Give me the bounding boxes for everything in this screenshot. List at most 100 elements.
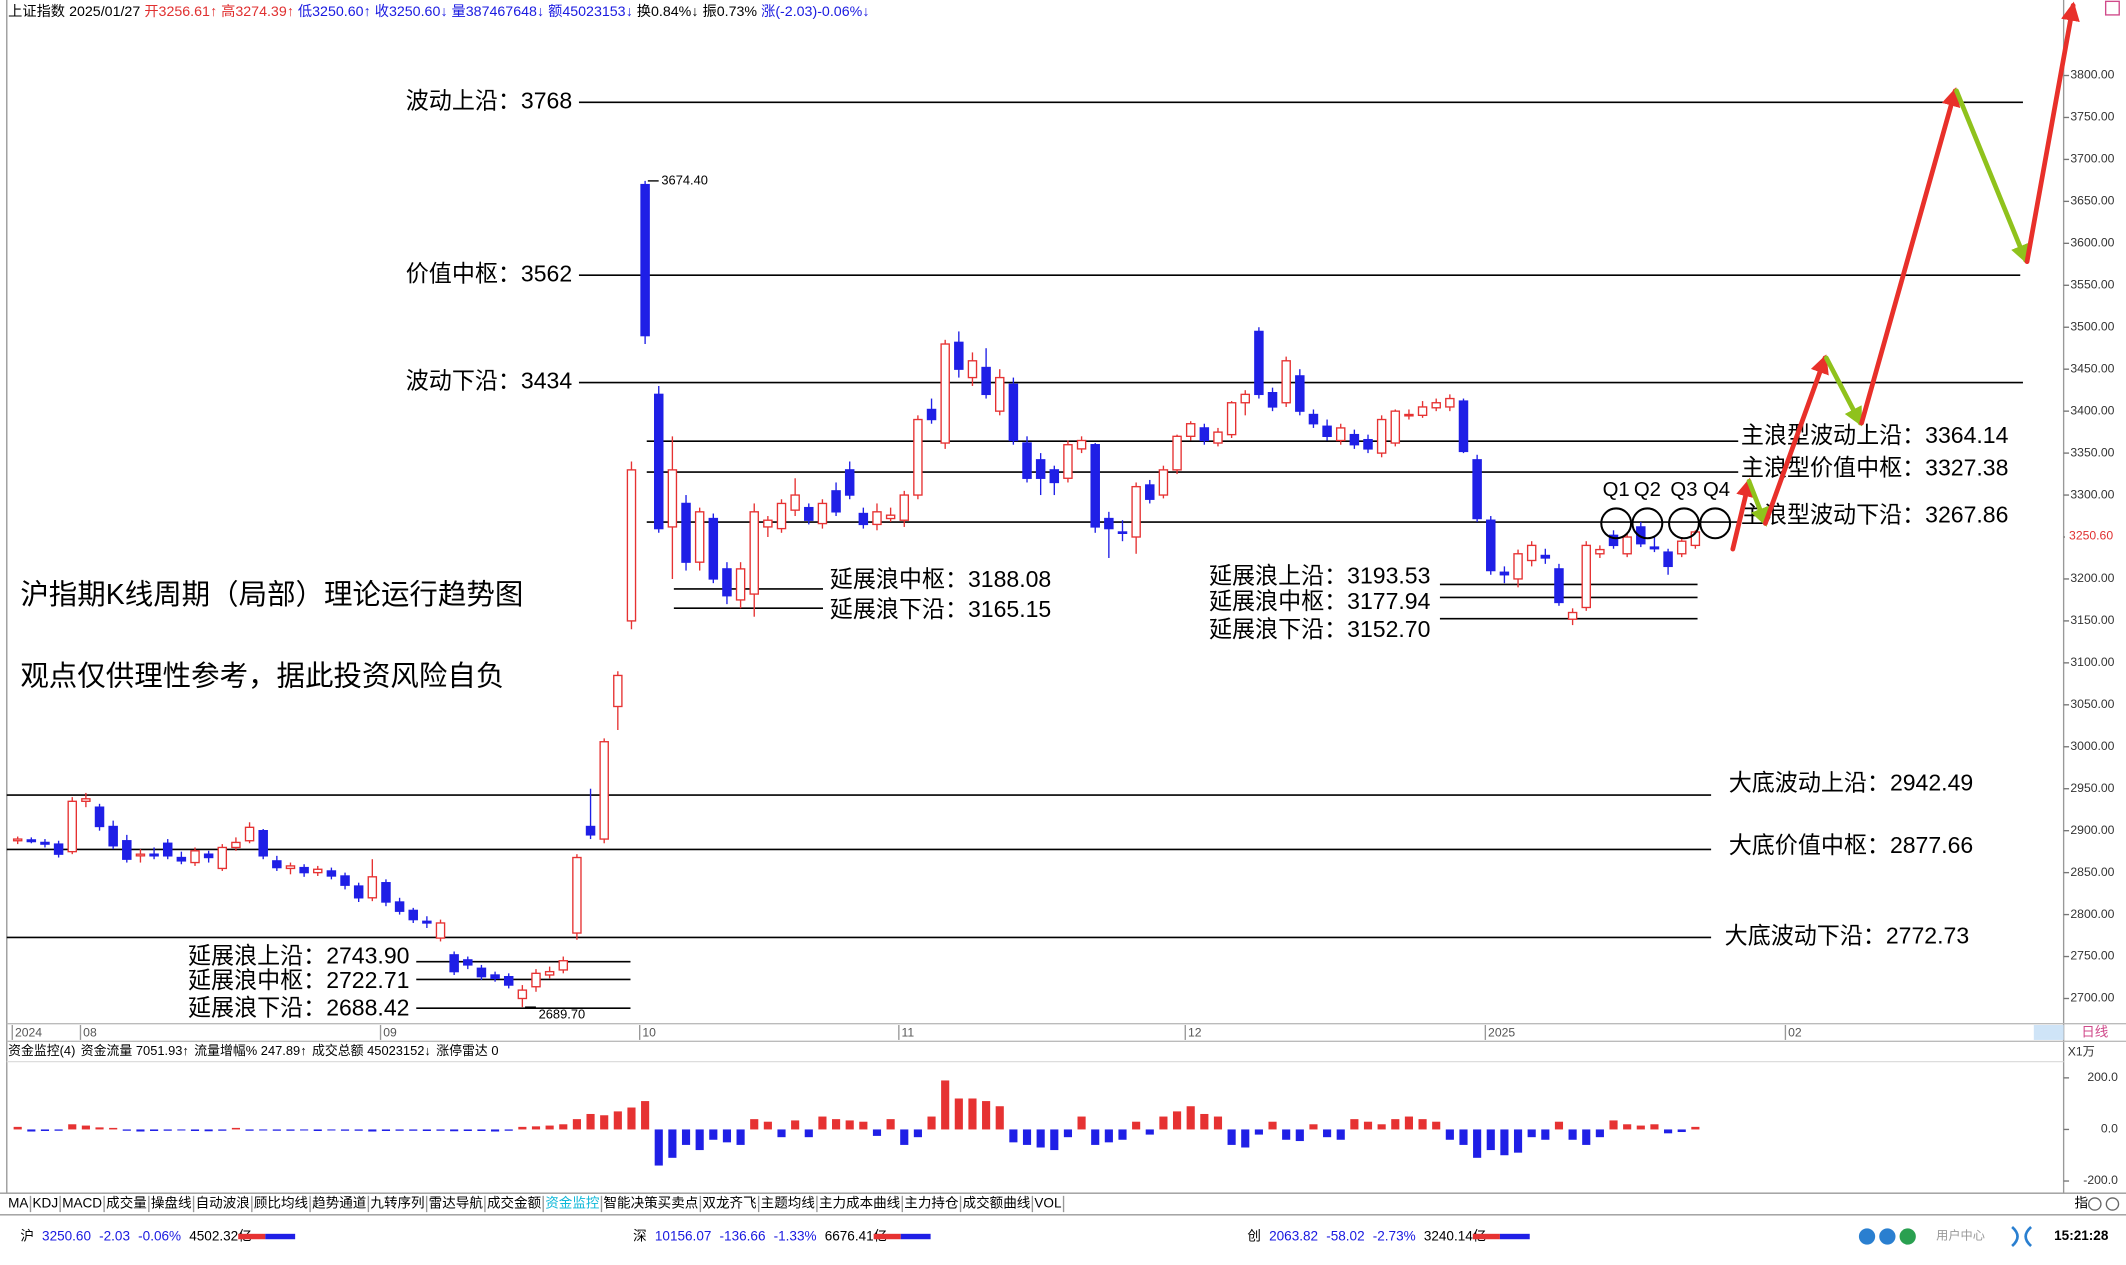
- indicator-tabs: MA KDJ MACD 成交量 操盘线 自动波浪 顾比均线 趋势通道 九转序列 雷达导航 成交金额资…: [8, 1195, 1065, 1213]
- candle-body: [408, 909, 418, 921]
- tab[interactable]: 成交量: [106, 1195, 147, 1211]
- x-tick-label: 08: [83, 1025, 97, 1039]
- candle-body: [640, 183, 650, 337]
- candle-body: [1622, 536, 1632, 555]
- bar: [40, 1129, 50, 1131]
- zoom-out[interactable]: [2088, 1197, 2102, 1211]
- zoom-label[interactable]: 指: [2074, 1196, 2088, 1211]
- bar: [1118, 1129, 1127, 1140]
- tab[interactable]: 主力持仓: [904, 1196, 959, 1211]
- candle-body: [490, 974, 500, 980]
- candle-body: [1308, 413, 1319, 425]
- reference-label: 主浪型波动下沿：3267.86: [1741, 502, 2009, 528]
- candle-body: [790, 494, 800, 511]
- period-label[interactable]: 日线: [2081, 1025, 2109, 1040]
- ratio-bar-up: [238, 1233, 266, 1240]
- status-icon[interactable]: [1879, 1228, 1896, 1245]
- bar: [668, 1129, 677, 1158]
- candle-body: [203, 853, 214, 859]
- tab[interactable]: 资金监控: [545, 1196, 600, 1211]
- reference-label: 延展浪下沿：2688.42: [188, 995, 409, 1021]
- tab[interactable]: 雷达导航: [429, 1196, 484, 1211]
- header-item: 振0.73%: [702, 3, 757, 20]
- candle-body: [1090, 444, 1100, 528]
- tab[interactable]: 成交额曲线: [963, 1195, 1031, 1211]
- bar: [109, 1127, 118, 1130]
- bar: [477, 1129, 486, 1131]
- x-tick-label: 10: [642, 1025, 656, 1039]
- candle-body: [1185, 423, 1196, 437]
- tab[interactable]: 智能决策买卖点: [603, 1195, 698, 1211]
- bar: [81, 1125, 90, 1130]
- bar: [1650, 1124, 1659, 1130]
- tab[interactable]: MACD: [62, 1196, 102, 1211]
- bar: [736, 1129, 745, 1145]
- header-item: 收3250.60↓: [375, 3, 448, 20]
- corner-icon[interactable]: [2104, 0, 2120, 16]
- tab[interactable]: 九转序列: [370, 1196, 424, 1211]
- y-tick-label: 3550.00: [2070, 278, 2114, 292]
- candle-body: [149, 853, 159, 857]
- zoom-in[interactable]: [2105, 1197, 2120, 1211]
- tab[interactable]: 双龙齐飞: [702, 1196, 757, 1211]
- user-center[interactable]: 用户中心: [1936, 1228, 1985, 1243]
- tab[interactable]: 主力成本曲线: [819, 1196, 901, 1211]
- bar: [1404, 1116, 1413, 1130]
- candle-body: [872, 511, 882, 526]
- scroll-thumb[interactable]: [2033, 1025, 2064, 1040]
- market-value: 6676.41亿: [825, 1228, 888, 1243]
- candle-body: [1404, 413, 1414, 417]
- bar: [613, 1111, 622, 1130]
- y-tick-label: 0.0: [2101, 1122, 2118, 1136]
- tab[interactable]: MA: [8, 1196, 29, 1211]
- bar: [1664, 1129, 1673, 1134]
- candle-body: [217, 846, 228, 870]
- bar: [327, 1129, 336, 1131]
- y-tick-label: 3800.00: [2070, 68, 2114, 82]
- status-bar: 沪 3250.60 -2.03 -0.06% 4502.32亿 深 10156.07 -136…: [20, 1228, 1530, 1243]
- candle-body: [613, 674, 623, 708]
- tab[interactable]: 自动波浪: [196, 1196, 250, 1211]
- header-item: 高3274.39↑: [221, 3, 294, 20]
- bar: [1022, 1129, 1032, 1145]
- y-tick-label: 2700.00: [2070, 991, 2114, 1005]
- tab[interactable]: 操盘线: [151, 1195, 192, 1211]
- status-icon[interactable]: [1858, 1228, 1876, 1245]
- market-value: -1.33%: [774, 1228, 817, 1243]
- bar: [1691, 1126, 1700, 1130]
- bar: [1159, 1116, 1168, 1130]
- candle-body: [626, 469, 637, 622]
- bar: [1418, 1119, 1427, 1130]
- y-tick-label: 3000.00: [2070, 739, 2114, 753]
- y-tick-label: 3700.00: [2070, 152, 2114, 166]
- bar: [1050, 1129, 1059, 1151]
- reference-label: 延展浪中枢：3177.94: [1209, 588, 1431, 614]
- ratio-bar-down: [1499, 1233, 1530, 1240]
- bar: [1309, 1124, 1318, 1130]
- market-value: 10156.07: [655, 1228, 712, 1243]
- bar: [300, 1129, 309, 1131]
- bar: [422, 1129, 431, 1131]
- bar: [627, 1107, 636, 1130]
- bar: [1377, 1124, 1386, 1130]
- candle-body: [681, 502, 691, 563]
- projection-up: [1762, 354, 1829, 526]
- market-quote: 创 2063.82 -58.02 -2.73% 3240.14亿: [1247, 1228, 1486, 1243]
- tab[interactable]: 主题均线: [761, 1196, 816, 1211]
- bar: [1445, 1129, 1454, 1140]
- candle-body: [449, 954, 459, 973]
- candle-body: [1322, 425, 1332, 437]
- candle-body: [1240, 393, 1251, 404]
- tab[interactable]: VOL: [1034, 1196, 1062, 1211]
- candle-body: [1486, 519, 1496, 572]
- candle-body: [885, 514, 896, 520]
- tab[interactable]: 趋势通道: [312, 1196, 367, 1211]
- tab[interactable]: 成交金额: [487, 1195, 542, 1211]
- candle-body: [1663, 551, 1673, 568]
- bar: [709, 1129, 718, 1140]
- bar: [1145, 1129, 1154, 1135]
- tab[interactable]: KDJ: [33, 1196, 59, 1211]
- tab[interactable]: 顾比均线: [254, 1196, 309, 1211]
- bar: [95, 1127, 104, 1130]
- status-icon[interactable]: [1899, 1228, 1916, 1245]
